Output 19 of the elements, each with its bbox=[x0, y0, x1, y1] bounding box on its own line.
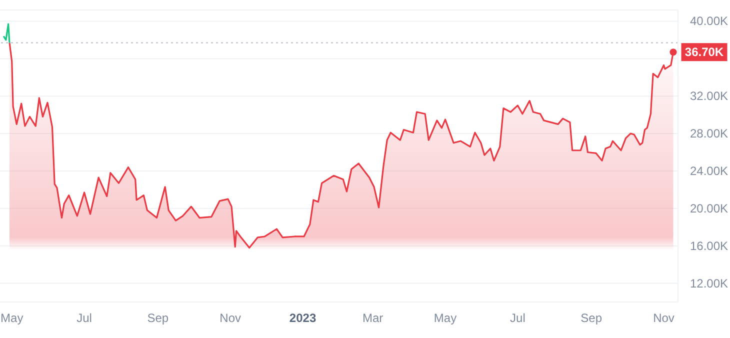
y-tick-label: 24.00K bbox=[690, 164, 728, 178]
x-tick-label: Jul bbox=[510, 311, 526, 325]
line-series bbox=[2, 23, 10, 44]
x-tick-label: May bbox=[0, 311, 24, 325]
x-tick-label: 2023 bbox=[289, 311, 316, 325]
x-tick-label: Mar bbox=[362, 311, 384, 325]
y-tick-label: 28.00K bbox=[690, 126, 728, 141]
x-tick-label: May bbox=[434, 311, 457, 325]
y-tick-label: 12.00K bbox=[690, 276, 728, 290]
x-tick-label: Nov bbox=[653, 311, 674, 325]
x-tick-label: Nov bbox=[220, 311, 242, 325]
x-tick-label: Sep bbox=[147, 311, 169, 325]
y-tick-label: 32.00K bbox=[690, 89, 728, 104]
y-tick-label: 20.00K bbox=[690, 201, 728, 216]
x-tick-label: Sep bbox=[580, 311, 602, 325]
y-tick-label: 40.00K bbox=[690, 14, 728, 28]
annotation: 36.70K bbox=[684, 45, 724, 60]
x-tick-label: Jul bbox=[76, 311, 92, 325]
y-tick-label: 16.00K bbox=[690, 238, 728, 253]
